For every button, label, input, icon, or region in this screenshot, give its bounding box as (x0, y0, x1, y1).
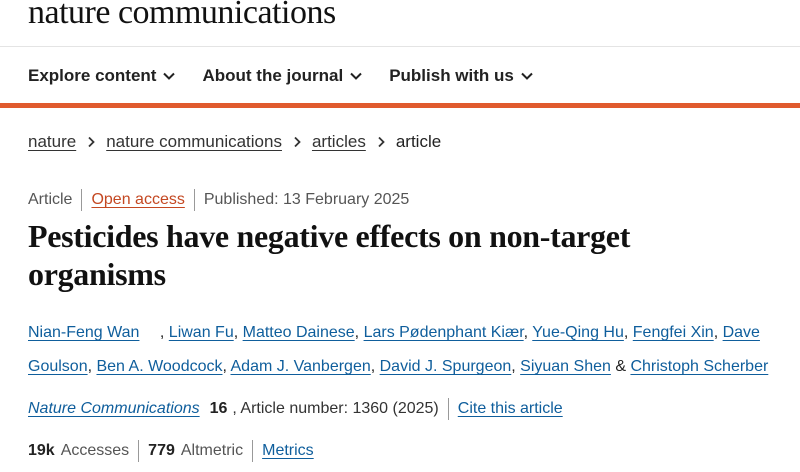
article-title: Pesticides have negative effects on non-… (28, 218, 631, 292)
altmetric-label: Altmetric (180, 442, 244, 459)
chevron-down-icon (350, 72, 362, 80)
chevron-right-icon (378, 136, 385, 148)
accent-bar (0, 103, 800, 108)
metrics-divider (138, 440, 140, 462)
breadcrumb-link-nature[interactable]: nature (28, 132, 77, 151)
accesses-count: 19k (28, 442, 55, 459)
author-link[interactable]: Liwan Fu (168, 324, 234, 341)
article-metrics: 19k Accesses 779 Altmetric Metrics (28, 439, 314, 463)
breadcrumb: nature nature communications articles ar… (28, 130, 441, 154)
author-link[interactable]: Adam J. Vanbergen (230, 358, 371, 375)
main-nav: Explore content About the journal Publis… (28, 62, 560, 90)
published-date: Published: 13 February 2025 (203, 191, 410, 208)
chevron-down-icon (521, 72, 533, 80)
breadcrumb-current: article (395, 132, 442, 151)
article-number: , Article number: 1360 (2025) (232, 400, 439, 417)
open-access-link[interactable]: Open access (91, 191, 185, 208)
author-link[interactable]: Yue-Qing Hu (532, 324, 624, 341)
breadcrumb-link-nature-communications[interactable]: nature communications (106, 132, 282, 151)
metrics-divider (252, 440, 254, 462)
altmetric-score: 779 (148, 442, 175, 459)
nav-about-journal-label: About the journal (202, 66, 344, 85)
nav-publish-with-us-label: Publish with us (389, 66, 514, 85)
nav-explore-content-label: Explore content (28, 66, 157, 85)
nav-publish-with-us[interactable]: Publish with us (389, 66, 534, 86)
cite-this-article-link[interactable]: Cite this article (457, 400, 563, 417)
breadcrumb-link-articles[interactable]: articles (311, 132, 366, 151)
journal-link[interactable]: Nature Communications (28, 400, 200, 417)
author-link[interactable]: Ben A. Woodcock (96, 358, 223, 375)
author-link[interactable]: Lars Pødenphant Kiær (363, 324, 524, 341)
chevron-right-icon (294, 136, 301, 148)
author-link[interactable]: Nian-Feng Wan (28, 324, 140, 341)
chevron-down-icon (163, 72, 176, 80)
article-type: Article (28, 191, 73, 208)
article-meta: Article Open access Published: 13 Februa… (28, 188, 409, 212)
accesses-label: Accesses (60, 442, 130, 459)
author-link[interactable]: Christoph Scherber (630, 358, 769, 375)
citation-divider (447, 398, 449, 420)
author-link[interactable]: David J. Spurgeon (379, 358, 512, 375)
meta-divider (193, 189, 195, 211)
header-divider (0, 46, 800, 47)
nav-explore-content[interactable]: Explore content (28, 66, 176, 86)
nav-about-journal[interactable]: About the journal (202, 66, 363, 86)
citation-line: Nature Communications 16 , Article numbe… (28, 397, 563, 421)
author-link[interactable]: Siyuan Shen (520, 358, 611, 375)
metrics-link[interactable]: Metrics (262, 442, 314, 459)
author-link[interactable]: Fengfei Xin (632, 324, 714, 341)
volume: 16 (209, 400, 228, 417)
site-logo[interactable]: nature communications (28, 0, 336, 31)
chevron-right-icon (88, 136, 95, 148)
author-link[interactable]: Matteo Dainese (242, 324, 355, 341)
author-link[interactable]: Dave Goulson (28, 324, 760, 375)
meta-divider (81, 189, 83, 211)
author-list: Nian-Feng Wan , Liwan Fu, Matteo Dainese… (28, 324, 769, 375)
